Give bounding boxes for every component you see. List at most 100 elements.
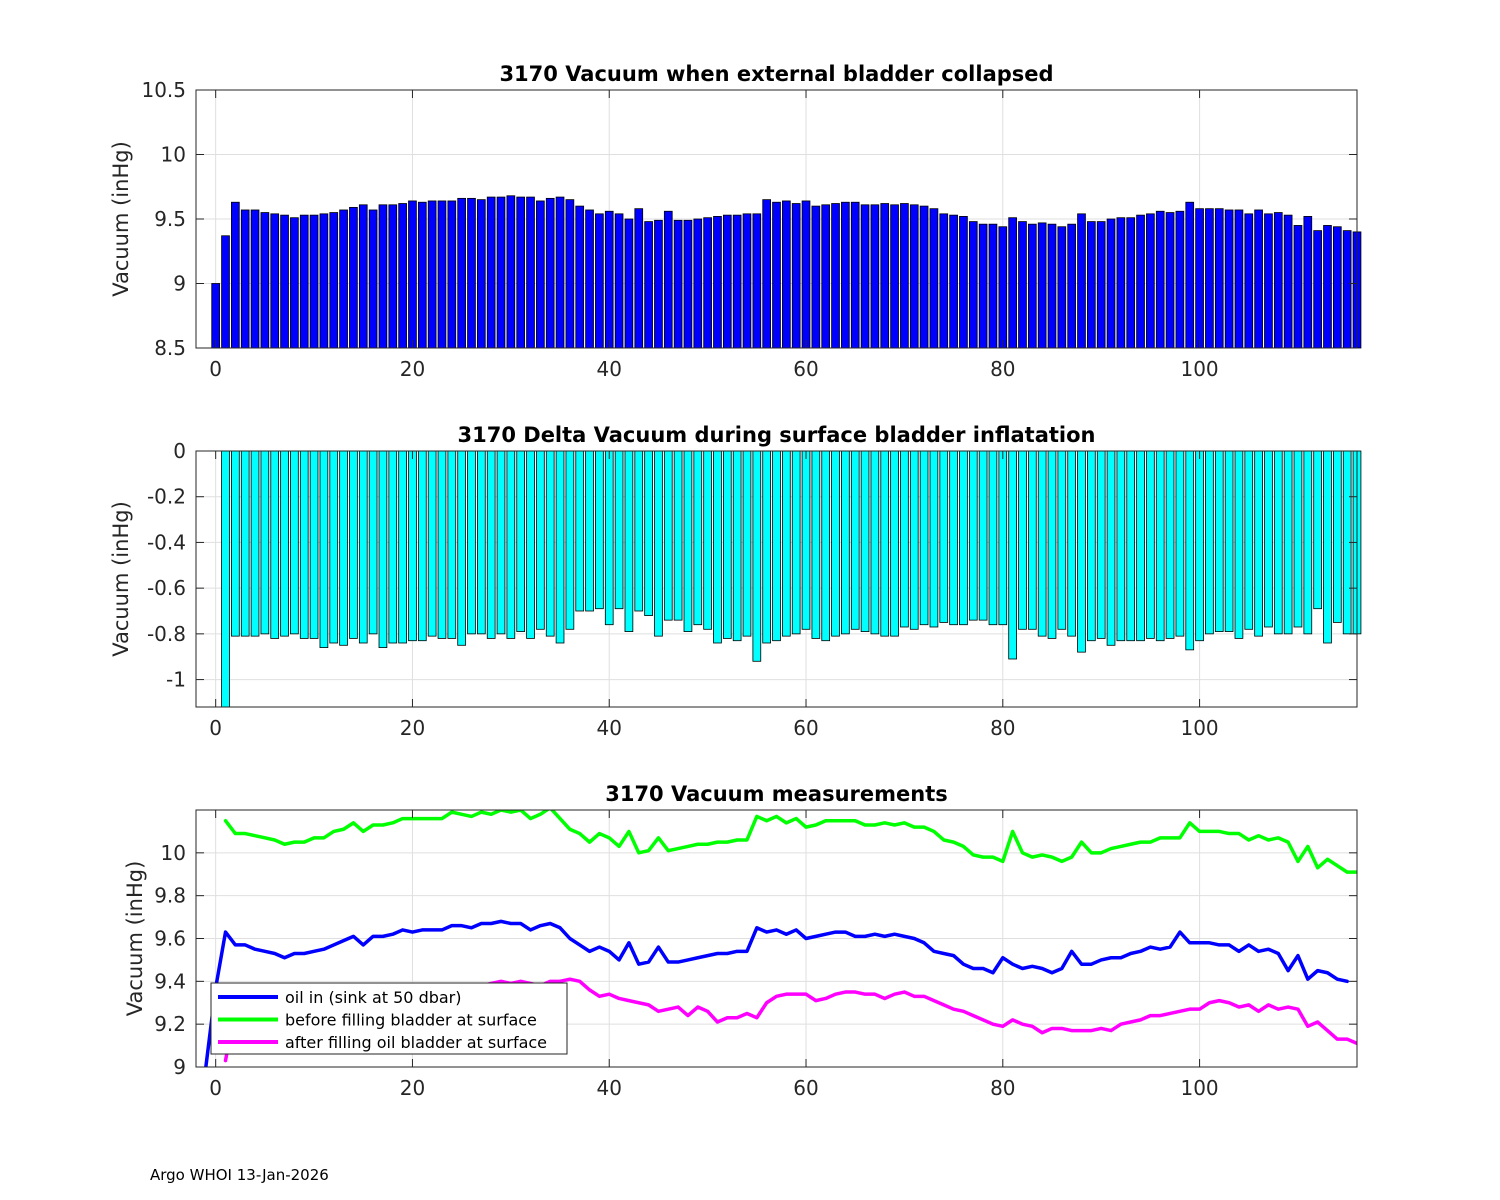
bar [496, 450, 506, 635]
bar [1087, 450, 1096, 642]
bar [1185, 450, 1195, 651]
bar [722, 214, 732, 349]
bar [762, 450, 771, 644]
y-tick-label: -0.8 [147, 622, 186, 646]
x-tick-label: 40 [597, 716, 622, 740]
bar [378, 450, 388, 648]
bar [1116, 450, 1126, 642]
bar [506, 450, 516, 639]
bar [811, 205, 821, 349]
bar [1037, 222, 1047, 349]
bar [939, 450, 949, 623]
legend-label: oil in (sink at 50 dbar) [285, 988, 462, 1007]
y-tick-label: -0.4 [147, 530, 186, 554]
bar [1008, 217, 1017, 349]
bar [752, 450, 762, 662]
bar [231, 201, 240, 349]
bar [1146, 450, 1155, 639]
bar [378, 204, 388, 349]
y-tick-label: 9.2 [154, 1012, 186, 1036]
bar [417, 450, 427, 642]
bar [1303, 216, 1313, 349]
x-tick-label: 60 [793, 1076, 818, 1100]
y-tick-label: -0.6 [147, 576, 186, 600]
bar [1155, 210, 1165, 349]
bar [1244, 213, 1254, 349]
ticks: 0 20 40 60 80 100 9 9.2 9.4 9.6 9.8 10 [154, 810, 1357, 1100]
bar [1224, 450, 1234, 632]
bar [1146, 213, 1155, 349]
bar [1264, 450, 1273, 628]
bar [1342, 230, 1352, 349]
bar [1008, 450, 1017, 660]
bar [358, 204, 368, 349]
bar [900, 450, 909, 628]
bar [290, 217, 299, 349]
bar [1293, 225, 1303, 349]
bar [831, 450, 840, 637]
bar [900, 203, 909, 349]
bar [683, 450, 693, 632]
bar [732, 214, 742, 349]
bar [1126, 450, 1136, 642]
bar [1077, 450, 1086, 653]
bar [782, 450, 791, 637]
bar [1047, 223, 1057, 349]
bar [742, 213, 752, 349]
bar [536, 450, 545, 630]
bar [555, 450, 565, 644]
bar [1303, 450, 1313, 635]
bar [260, 450, 270, 635]
bar [1205, 208, 1214, 349]
bar [1195, 450, 1204, 642]
bar [467, 450, 476, 635]
bar [791, 203, 801, 349]
bar [211, 283, 221, 349]
bar [880, 450, 890, 637]
bar [1106, 450, 1116, 646]
bar [398, 203, 407, 349]
bar [604, 210, 614, 349]
ticks: 0 20 40 60 80 100 0 -0.2 -0.4 -0.6 -0.8 -1 [147, 439, 1357, 740]
bar [575, 205, 585, 349]
bar [1185, 201, 1195, 349]
x-tick-label: 0 [209, 1076, 222, 1100]
bar [595, 213, 604, 349]
x-tick-label: 80 [990, 357, 1015, 381]
bar [555, 196, 565, 349]
bar [1175, 210, 1185, 349]
bar [919, 450, 929, 626]
bar [1096, 450, 1106, 639]
bar [1332, 226, 1342, 349]
bar [1205, 450, 1214, 635]
bar [811, 450, 821, 639]
bar [545, 450, 555, 637]
bar [221, 235, 230, 349]
bar [1136, 450, 1145, 642]
bar [644, 450, 653, 616]
bar [1234, 450, 1244, 639]
bar [221, 450, 230, 708]
y-axis-label: Vacuum (inHg) [123, 861, 147, 1017]
bar [850, 450, 860, 630]
bar [831, 203, 840, 349]
bar [1323, 225, 1332, 349]
bar [1323, 450, 1332, 644]
bar [1234, 209, 1244, 349]
bar [585, 450, 594, 612]
bar [437, 450, 447, 639]
bar [1273, 450, 1283, 635]
bar [417, 201, 427, 349]
bar [476, 199, 486, 349]
bar [624, 218, 634, 349]
bar [299, 214, 309, 349]
bar [398, 450, 407, 644]
bar [1332, 450, 1342, 623]
bar [1037, 450, 1047, 637]
bar [1214, 450, 1224, 632]
bar [1254, 209, 1263, 349]
chart-title: 3170 Vacuum when external bladder collap… [499, 62, 1053, 86]
x-tick-label: 80 [990, 1076, 1015, 1100]
bar [388, 450, 398, 644]
x-tick-label: 40 [597, 357, 622, 381]
